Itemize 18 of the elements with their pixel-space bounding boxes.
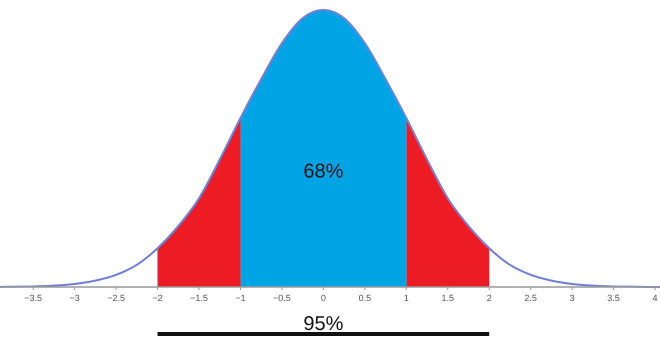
annotation: 68% [303, 160, 344, 182]
x-tick-label: −2.5 [107, 293, 125, 303]
x-tick-label: 1.5 [441, 293, 454, 303]
x-tick-label: 3.5 [607, 293, 620, 303]
x-tick-label: −1 [235, 293, 246, 303]
x-tick-label: −0.5 [273, 293, 291, 303]
x-tick-label: −3.5 [24, 293, 42, 303]
text: 95% [303, 313, 344, 335]
x-tick-label: −3 [69, 293, 80, 303]
x-tick-label: 0 [320, 293, 326, 303]
x-tick-label: 2.5 [524, 293, 537, 303]
x-tick-label: 0.5 [358, 293, 372, 303]
x-tick-label: 1 [404, 293, 409, 303]
x-tick-label: 3 [570, 293, 575, 303]
x-tick-label: 4 [652, 293, 658, 303]
x-tick-label: −1.5 [190, 293, 208, 303]
x-tick-label: −2 [152, 293, 163, 303]
x-tick-label: 2 [486, 293, 492, 303]
